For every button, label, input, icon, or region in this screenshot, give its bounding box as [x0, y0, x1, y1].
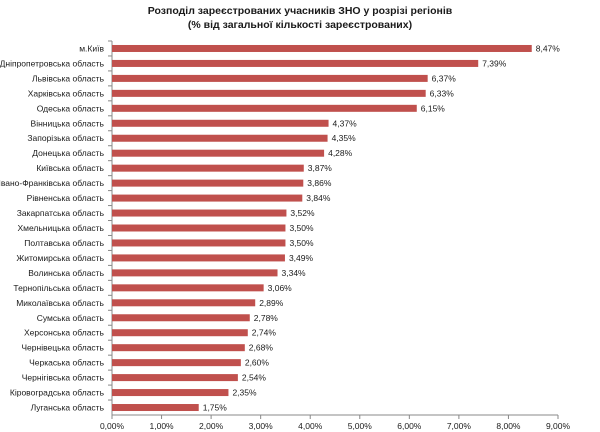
data-label: 6,37% — [432, 73, 457, 83]
category-label: Івано-Франківська область — [0, 178, 105, 188]
data-label: 3,86% — [307, 178, 332, 188]
x-tick-label: 0,00% — [100, 421, 125, 431]
data-label: 6,15% — [421, 103, 446, 113]
chart-title: Розподіл зареєстрованих учасників ЗНО у … — [0, 4, 600, 32]
category-label: Хмельницька область — [17, 223, 104, 233]
data-label: 2,78% — [254, 313, 279, 323]
bar — [112, 254, 285, 262]
category-label: Сумська область — [37, 313, 105, 323]
bar — [112, 269, 278, 277]
bar — [112, 209, 287, 217]
data-label: 8,47% — [536, 43, 561, 53]
category-label: Одеська область — [37, 103, 105, 113]
bar — [112, 164, 304, 172]
bar — [112, 329, 248, 337]
category-label: Черкаська область — [29, 358, 104, 368]
category-label: Рівненська область — [27, 193, 105, 203]
category-label: Миколаївська область — [16, 298, 104, 308]
x-tick-label: 1,00% — [150, 421, 175, 431]
data-label: 3,52% — [290, 208, 315, 218]
bar — [112, 194, 303, 202]
bar — [112, 344, 245, 352]
data-label: 2,60% — [245, 358, 270, 368]
bar — [112, 239, 286, 247]
data-label: 4,35% — [332, 133, 357, 143]
category-label: м.Київ — [79, 43, 104, 53]
category-label: Житомирська область — [16, 253, 104, 263]
category-label: Дніпропетровська область — [0, 58, 105, 68]
x-tick-label: 2,00% — [199, 421, 224, 431]
bar — [112, 74, 428, 82]
bar — [112, 299, 256, 307]
bar — [112, 359, 241, 367]
category-label: Закарпатська область — [17, 208, 105, 218]
category-label: Кіровоградська область — [10, 388, 105, 398]
category-label: Чернівецька область — [21, 343, 104, 353]
x-tick-label: 8,00% — [496, 421, 521, 431]
bar — [112, 149, 325, 157]
bar — [112, 104, 417, 112]
data-label: 6,33% — [430, 88, 455, 98]
category-label: Донецька область — [32, 148, 104, 158]
category-label: Тернопільська область — [13, 283, 104, 293]
bar — [112, 404, 199, 412]
chart-title-line-2: (% від загальної кількості зареєстровани… — [187, 19, 413, 31]
data-label: 2,54% — [242, 373, 267, 383]
bar — [112, 89, 426, 97]
category-label: Чернігівська область — [22, 373, 105, 383]
bar — [112, 374, 238, 382]
x-tick-label: 5,00% — [348, 421, 373, 431]
x-tick-label: 9,00% — [546, 421, 571, 431]
bar — [112, 44, 532, 52]
data-label: 3,50% — [289, 238, 314, 248]
bar — [112, 59, 479, 67]
bar — [112, 284, 264, 292]
bar — [112, 389, 229, 397]
data-label: 3,06% — [268, 283, 293, 293]
data-label: 4,28% — [328, 148, 353, 158]
data-label: 3,34% — [282, 268, 307, 278]
bar — [112, 314, 250, 322]
category-label: Київська область — [36, 163, 104, 173]
data-label: 3,87% — [308, 163, 333, 173]
category-label: Запорізька область — [27, 133, 104, 143]
category-label: Херсонська область — [24, 328, 105, 338]
category-label: Полтавська область — [24, 238, 104, 248]
data-label: 2,68% — [249, 343, 274, 353]
category-label: Вінницька область — [31, 118, 105, 128]
bar — [112, 224, 286, 232]
data-label: 3,50% — [289, 223, 314, 233]
data-label: 7,39% — [482, 58, 507, 68]
data-label: 2,35% — [232, 388, 257, 398]
chart-title-line-1: Розподіл зареєстрованих учасників ЗНО у … — [147, 5, 453, 17]
category-label: Луганська область — [31, 403, 105, 413]
category-label: Волинська область — [28, 268, 104, 278]
x-tick-label: 6,00% — [397, 421, 422, 431]
data-label: 4,37% — [333, 118, 358, 128]
data-label: 3,84% — [306, 193, 331, 203]
bar — [112, 134, 328, 142]
x-tick-label: 3,00% — [249, 421, 274, 431]
category-label: Харківська область — [28, 88, 105, 98]
data-label: 2,89% — [259, 298, 284, 308]
data-label: 2,74% — [252, 328, 277, 338]
data-label: 1,75% — [203, 403, 228, 413]
category-label: Львівська область — [32, 73, 105, 83]
x-tick-label: 7,00% — [447, 421, 472, 431]
bar — [112, 179, 304, 187]
x-tick-label: 4,00% — [298, 421, 323, 431]
data-label: 3,49% — [289, 253, 314, 263]
bar — [112, 119, 329, 127]
